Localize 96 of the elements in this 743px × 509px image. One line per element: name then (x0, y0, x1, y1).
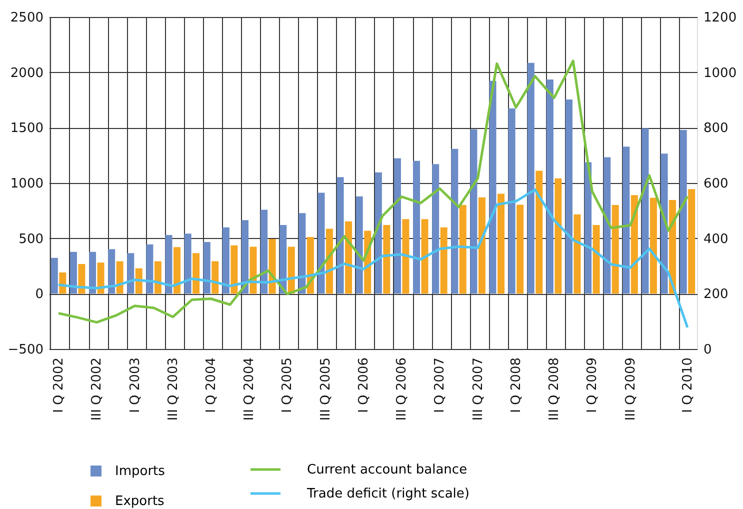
y-tick-label: −500 (8, 342, 44, 358)
bar (680, 130, 687, 294)
bar (108, 249, 116, 294)
bar (318, 192, 325, 294)
bar (394, 158, 401, 294)
bar (660, 154, 668, 294)
x-tick-label: I Q 2010 (680, 358, 696, 413)
x-tick-label: I Q 2007 (432, 358, 448, 413)
x-tick-label: III Q 2009 (623, 358, 638, 421)
line-series (57, 60, 689, 324)
y-tick-label: 0 (35, 287, 44, 302)
bar (288, 246, 295, 294)
x-tick-label: III Q 2008 (547, 358, 562, 421)
bar (688, 189, 696, 294)
bar (470, 129, 478, 294)
bar (546, 80, 554, 294)
bar (489, 80, 496, 294)
bar (203, 242, 210, 294)
bar (650, 198, 657, 294)
bar (584, 162, 592, 294)
bar (612, 205, 619, 294)
x-tick-label: I Q 2003 (128, 358, 143, 413)
x-tick-label: I Q 2005 (280, 358, 296, 413)
bar (165, 235, 172, 294)
legend-label: Current account balance (307, 462, 468, 478)
x-tick-label: III Q 2004 (242, 358, 258, 421)
y2-tick-label: 1000 (704, 66, 737, 81)
bar (356, 196, 363, 294)
bar (212, 261, 219, 294)
y2-tick-label: 0 (704, 342, 712, 358)
y-tick-label: 500 (18, 232, 44, 247)
bar (241, 220, 248, 294)
x-tick-label: III Q 2005 (318, 358, 334, 421)
bar (184, 234, 192, 294)
bar (642, 128, 649, 294)
bar (127, 253, 134, 294)
y2-tick-label: 1200 (704, 10, 737, 26)
bar (622, 146, 630, 294)
bar (192, 253, 200, 294)
bar (89, 252, 96, 294)
bar (298, 213, 306, 294)
bar (604, 157, 611, 294)
y2-tick-label: 400 (704, 232, 728, 247)
y-tick-label: 1500 (10, 121, 44, 136)
bar (498, 194, 505, 294)
bar (50, 258, 58, 294)
bar (374, 172, 382, 294)
x-tick-label: I Q 2004 (204, 358, 219, 413)
bar (440, 227, 448, 294)
bar (78, 264, 86, 294)
x-tick-label: III Q 2002 (90, 358, 105, 421)
line-series (57, 188, 689, 329)
y2-tick-label: 800 (704, 121, 728, 136)
y-tick-label: 1000 (10, 176, 44, 192)
bar (421, 219, 428, 294)
bar (554, 178, 562, 294)
x-tick-label: III Q 2003 (166, 358, 181, 421)
bar (413, 160, 420, 294)
bar (508, 108, 516, 294)
x-tick-label: I Q 2009 (585, 358, 600, 413)
bar (336, 177, 344, 294)
bar (451, 148, 458, 294)
bar (432, 164, 440, 294)
bar (230, 245, 238, 294)
y-tick-label: 2500 (10, 10, 44, 26)
bar (478, 197, 486, 294)
legend-label: Exports (115, 494, 165, 509)
bar (70, 252, 77, 294)
bar (516, 204, 524, 294)
y-tick-label: 2000 (10, 66, 44, 81)
legend-label: Imports (115, 464, 166, 479)
x-tick-label: I Q 2006 (356, 358, 372, 413)
bar (574, 214, 581, 294)
bar (527, 62, 534, 294)
legend-label: Trade deficit (right scale) (306, 486, 470, 502)
bar (383, 225, 390, 294)
bar (536, 170, 543, 294)
x-tick-label: III Q 2006 (394, 358, 410, 421)
bar (592, 224, 600, 294)
y2-tick-label: 200 (704, 287, 728, 302)
bar (116, 261, 124, 294)
bar (260, 210, 268, 294)
bar (345, 221, 352, 294)
bar (402, 219, 410, 294)
bar (459, 205, 466, 294)
x-tick-label: I Q 2002 (52, 358, 67, 413)
x-tick-label: I Q 2008 (508, 358, 524, 413)
bar (174, 247, 181, 294)
bar (97, 262, 104, 294)
bar (222, 227, 230, 294)
bar (280, 225, 287, 294)
bar (565, 99, 572, 294)
x-tick-label: III Q 2007 (470, 358, 486, 421)
y2-tick-label: 600 (704, 176, 728, 192)
bar (154, 261, 162, 294)
bar (146, 244, 154, 294)
